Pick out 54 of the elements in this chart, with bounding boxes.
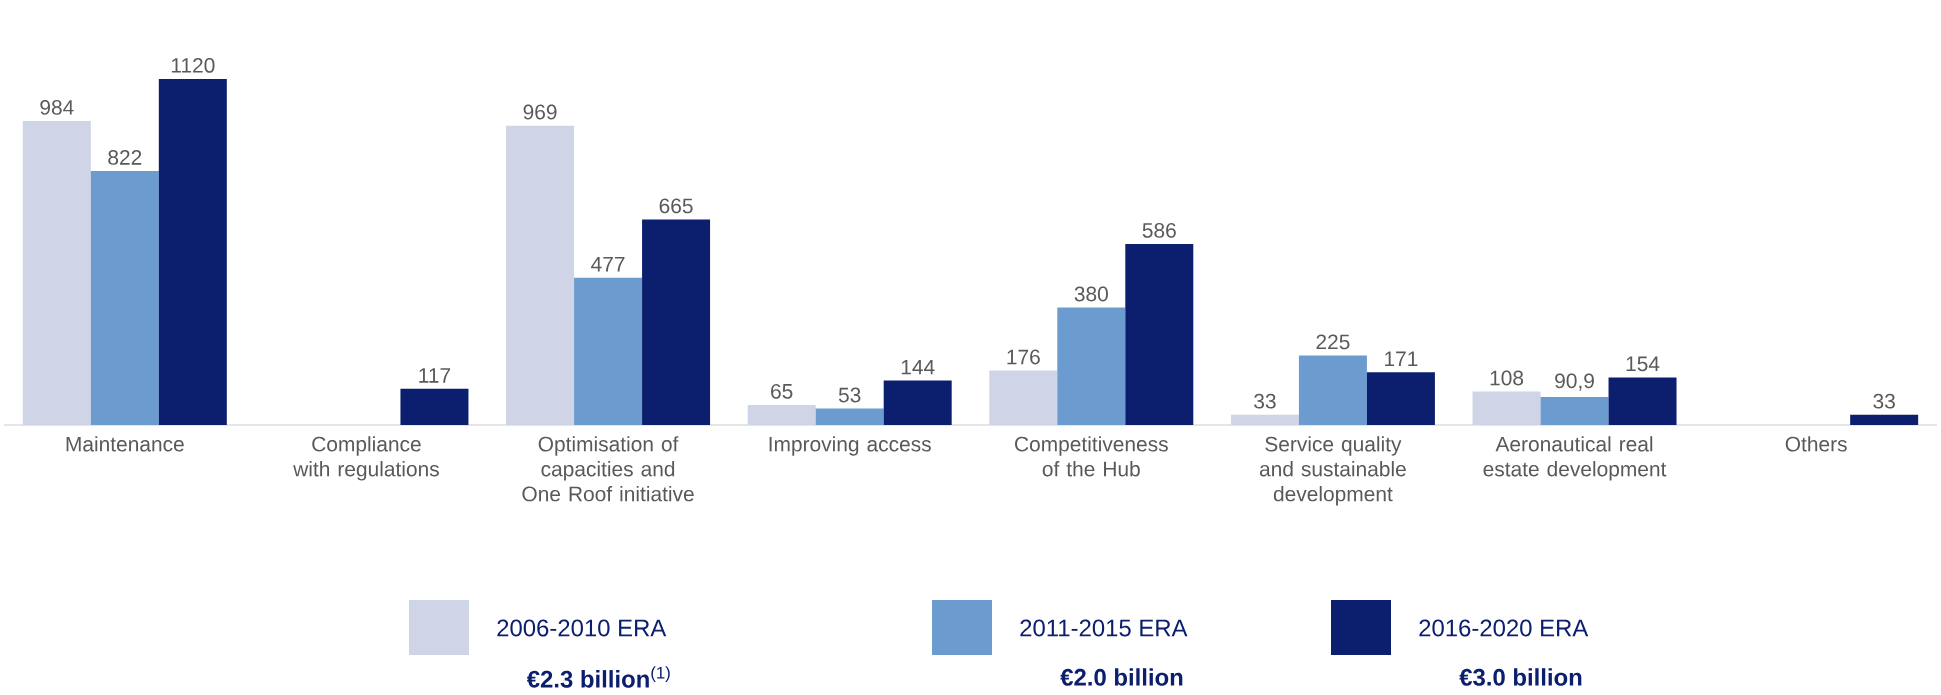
x-tick-label: Maintenance xyxy=(66,436,184,452)
bar xyxy=(158,79,227,426)
data-label: 225 xyxy=(1316,334,1350,350)
bar xyxy=(574,277,643,426)
x-tick-label: Improving access xyxy=(769,436,931,456)
x-tick-label: Compliance with regulations xyxy=(293,436,439,481)
bar xyxy=(22,121,91,426)
bar xyxy=(1057,307,1126,426)
x-tick-label: Aeronautical real estate development xyxy=(1483,436,1667,481)
data-label: 665 xyxy=(659,198,693,214)
legend-label: 2011-2015 ERA xyxy=(1020,619,1188,637)
data-label: 117 xyxy=(419,368,451,383)
data-label: 822 xyxy=(108,150,142,166)
bar xyxy=(1366,372,1435,426)
x-tick-label: Others xyxy=(1785,436,1847,452)
bar xyxy=(815,408,884,426)
bar xyxy=(1608,377,1677,426)
bar xyxy=(400,389,469,426)
data-label: 108 xyxy=(1490,370,1524,386)
data-label: 176 xyxy=(1007,349,1040,365)
bar xyxy=(1850,414,1919,426)
bar xyxy=(1230,414,1299,426)
bar xyxy=(1540,397,1609,426)
bar xyxy=(1125,244,1194,426)
bar xyxy=(1298,355,1367,426)
x-tick-label: Competitiveness of the Hub xyxy=(1015,436,1168,477)
data-label: 65 xyxy=(771,384,793,399)
legend-label: 2016-2020 ERA xyxy=(1419,619,1589,637)
data-label: 380 xyxy=(1074,286,1108,302)
data-label: 144 xyxy=(901,360,935,375)
text: €2.0 billion xyxy=(1060,668,1183,686)
bar xyxy=(747,405,816,426)
bar xyxy=(642,219,711,426)
text: €3.0 billion xyxy=(1459,668,1582,686)
data-label: 586 xyxy=(1142,223,1176,238)
bar xyxy=(90,171,159,426)
bar xyxy=(989,370,1058,426)
data-label: 984 xyxy=(40,100,74,115)
bar xyxy=(1472,391,1541,426)
data-label: 477 xyxy=(591,257,625,272)
data-label: 1120 xyxy=(171,58,215,73)
bar xyxy=(883,380,952,426)
data-label: 90,9 xyxy=(1555,373,1594,391)
x-tick-label: Optimisation of capacities and One Roof initiative xyxy=(522,436,694,502)
data-label: 171 xyxy=(1385,351,1418,367)
data-label: 969 xyxy=(523,104,557,120)
data-label: 33 xyxy=(1254,393,1276,409)
text: €2.3 billion$^{(1)}$ xyxy=(526,666,670,688)
data-label: 53 xyxy=(838,387,861,403)
bar xyxy=(506,125,575,426)
legend-label: 2006-2010 ERA xyxy=(497,619,667,637)
data-label: 154 xyxy=(1626,356,1660,372)
x-tick-label: Service quality and sustainable development xyxy=(1259,436,1406,506)
data-label: 33 xyxy=(1873,393,1895,409)
